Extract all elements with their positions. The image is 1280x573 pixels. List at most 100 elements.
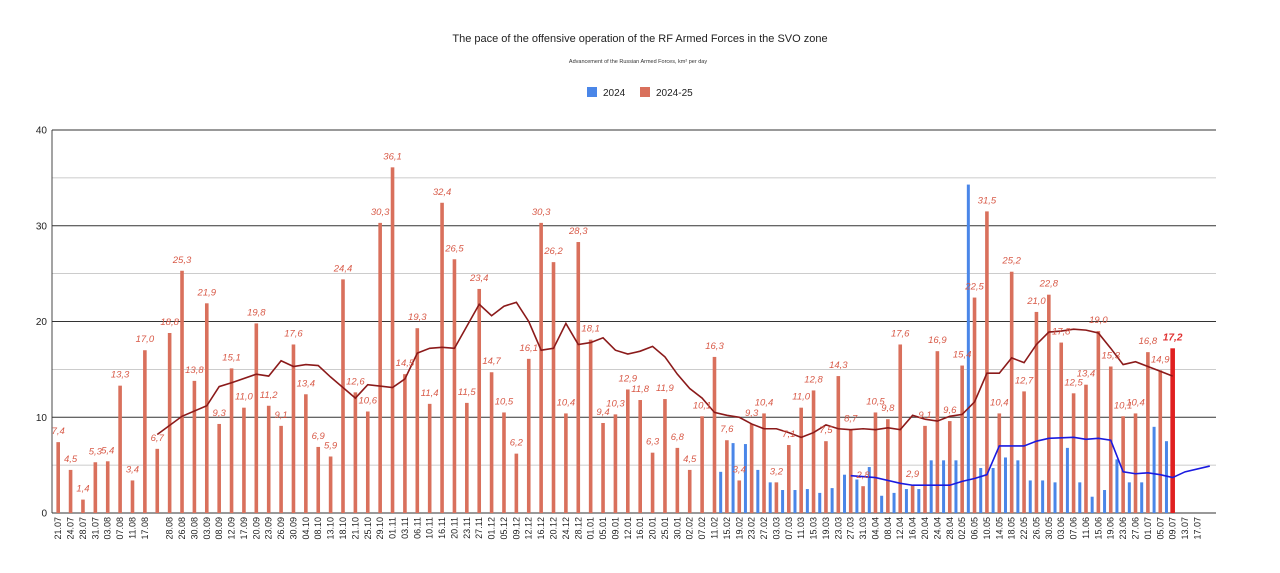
data-label: 31,5 bbox=[978, 195, 997, 206]
data-label: 10,4 bbox=[557, 397, 576, 408]
data-label: 15,3 bbox=[1101, 351, 1120, 362]
bar-2024 bbox=[830, 488, 834, 513]
x-tick-label: 07.06 bbox=[1069, 517, 1079, 540]
bar-2024-25 bbox=[1059, 342, 1064, 513]
bar-2024-25 bbox=[390, 167, 395, 513]
bar-2024 bbox=[904, 489, 908, 513]
bar-2024-25 bbox=[341, 279, 345, 513]
x-tick-label: 16.01 bbox=[635, 517, 645, 540]
data-label: 12,8 bbox=[804, 374, 823, 385]
data-label: 3,4 bbox=[733, 464, 746, 475]
data-label: 16,1 bbox=[519, 343, 538, 354]
x-tick-label: 19.06 bbox=[1106, 517, 1116, 540]
series-2024-25 bbox=[56, 167, 1175, 513]
bar-2024-25 bbox=[328, 456, 333, 513]
data-label: 5,9 bbox=[324, 441, 338, 452]
x-tick-label: 23.09 bbox=[264, 517, 274, 540]
data-label: 10,6 bbox=[359, 396, 378, 407]
x-tick-label: 26.05 bbox=[1031, 517, 1041, 540]
x-tick-label: 01.01 bbox=[586, 517, 596, 540]
x-tick-label: 03.09 bbox=[202, 517, 212, 540]
bar-2024-25 bbox=[279, 425, 283, 513]
x-tick-label: 30.08 bbox=[189, 517, 199, 540]
bar-2024 bbox=[1053, 482, 1057, 513]
bar-2024-25 bbox=[1047, 294, 1051, 513]
data-label: 30,3 bbox=[371, 207, 390, 218]
data-label: 22,5 bbox=[964, 282, 984, 293]
bar-2024-25 bbox=[749, 423, 754, 513]
data-label: 12,5 bbox=[1064, 377, 1083, 388]
bar-2024 bbox=[855, 479, 859, 513]
x-tick-label: 12.12 bbox=[524, 517, 534, 540]
data-label: 4,5 bbox=[64, 454, 78, 465]
x-tick-label: 18.05 bbox=[1007, 517, 1017, 540]
x-tick-label: 12.09 bbox=[227, 517, 237, 540]
data-label: 17,2 bbox=[1163, 332, 1183, 343]
bar-2024 bbox=[1003, 457, 1007, 513]
bar-2024 bbox=[719, 471, 723, 513]
bar-2024-25 bbox=[601, 422, 605, 513]
bar-2024-25 bbox=[229, 368, 234, 513]
data-label: 10,1 bbox=[1114, 400, 1133, 411]
bar-2024-25 bbox=[774, 482, 779, 513]
data-label: 11,8 bbox=[631, 384, 650, 395]
data-label: 13,4 bbox=[1077, 369, 1096, 380]
trend-line-2024 bbox=[850, 436, 1210, 487]
bar-2024-25 bbox=[1133, 413, 1138, 513]
data-label: 9,6 bbox=[943, 405, 957, 416]
data-label: 14,9 bbox=[1151, 354, 1170, 365]
x-tick-label: 24.07 bbox=[66, 517, 76, 540]
x-tick-label: 07.03 bbox=[784, 517, 794, 540]
data-label: 18,8 bbox=[160, 317, 179, 328]
legend-label-2024-25: 2024-25 bbox=[656, 88, 693, 99]
data-label: 32,4 bbox=[433, 187, 452, 198]
bar-2024 bbox=[1103, 490, 1107, 513]
x-tick-label: 18.10 bbox=[338, 517, 348, 540]
bar-2024 bbox=[1090, 496, 1094, 513]
data-label: 14,5 bbox=[396, 358, 415, 369]
bar-2024-25 bbox=[304, 394, 308, 513]
x-tick-label: 28.12 bbox=[573, 517, 583, 540]
bar-2024-25 bbox=[118, 385, 122, 513]
bar-2024 bbox=[1115, 459, 1119, 513]
legend-swatch-2024 bbox=[587, 87, 597, 97]
bar-2024 bbox=[880, 495, 884, 513]
bar-2024-25 bbox=[452, 259, 457, 513]
x-tick-label: 20.09 bbox=[251, 517, 261, 540]
x-tick-label: 24.12 bbox=[561, 517, 571, 540]
data-label: 4,5 bbox=[683, 454, 697, 465]
trend-line-2024-25 bbox=[156, 301, 1173, 439]
data-label: 16,9 bbox=[928, 335, 947, 346]
bar-2024-25 bbox=[93, 462, 98, 513]
data-label: 7,6 bbox=[720, 424, 734, 435]
x-tick-label: 17.09 bbox=[239, 517, 249, 540]
x-tick-label: 04.10 bbox=[301, 517, 311, 540]
x-tick-label: 29.10 bbox=[375, 517, 385, 540]
x-tick-label: 27.11 bbox=[474, 517, 484, 539]
x-tick-label: 03.03 bbox=[771, 517, 781, 540]
grid bbox=[51, 129, 1216, 514]
data-label: 5,3 bbox=[89, 446, 103, 457]
bar-2024-25 bbox=[1146, 352, 1150, 513]
x-tick-label: 11.02 bbox=[709, 517, 719, 539]
data-label: 10,4 bbox=[990, 397, 1009, 408]
x-tick-label: 11.03 bbox=[796, 517, 806, 539]
bar-2024-25 bbox=[811, 390, 816, 513]
bar-2024-25 bbox=[1158, 370, 1163, 513]
data-label: 13,3 bbox=[111, 370, 130, 381]
bar-2024-25 bbox=[427, 403, 432, 513]
x-tick-label: 10.05 bbox=[982, 517, 992, 540]
x-tick-label: 02.05 bbox=[957, 517, 967, 540]
data-label: 9,3 bbox=[745, 408, 759, 419]
x-tick-label: 26.08 bbox=[177, 517, 187, 540]
bar-2024-25 bbox=[316, 446, 321, 513]
y-tick-label: 40 bbox=[36, 126, 48, 137]
bar-2024-25 bbox=[960, 365, 964, 513]
x-tick-label: 23.02 bbox=[747, 517, 757, 540]
bar-2024-25 bbox=[143, 350, 147, 513]
data-label: 16,8 bbox=[1139, 336, 1158, 347]
data-label: 26,2 bbox=[543, 246, 563, 257]
x-tick-label: 07.02 bbox=[697, 517, 707, 540]
x-tick-label: 02.02 bbox=[685, 517, 695, 540]
